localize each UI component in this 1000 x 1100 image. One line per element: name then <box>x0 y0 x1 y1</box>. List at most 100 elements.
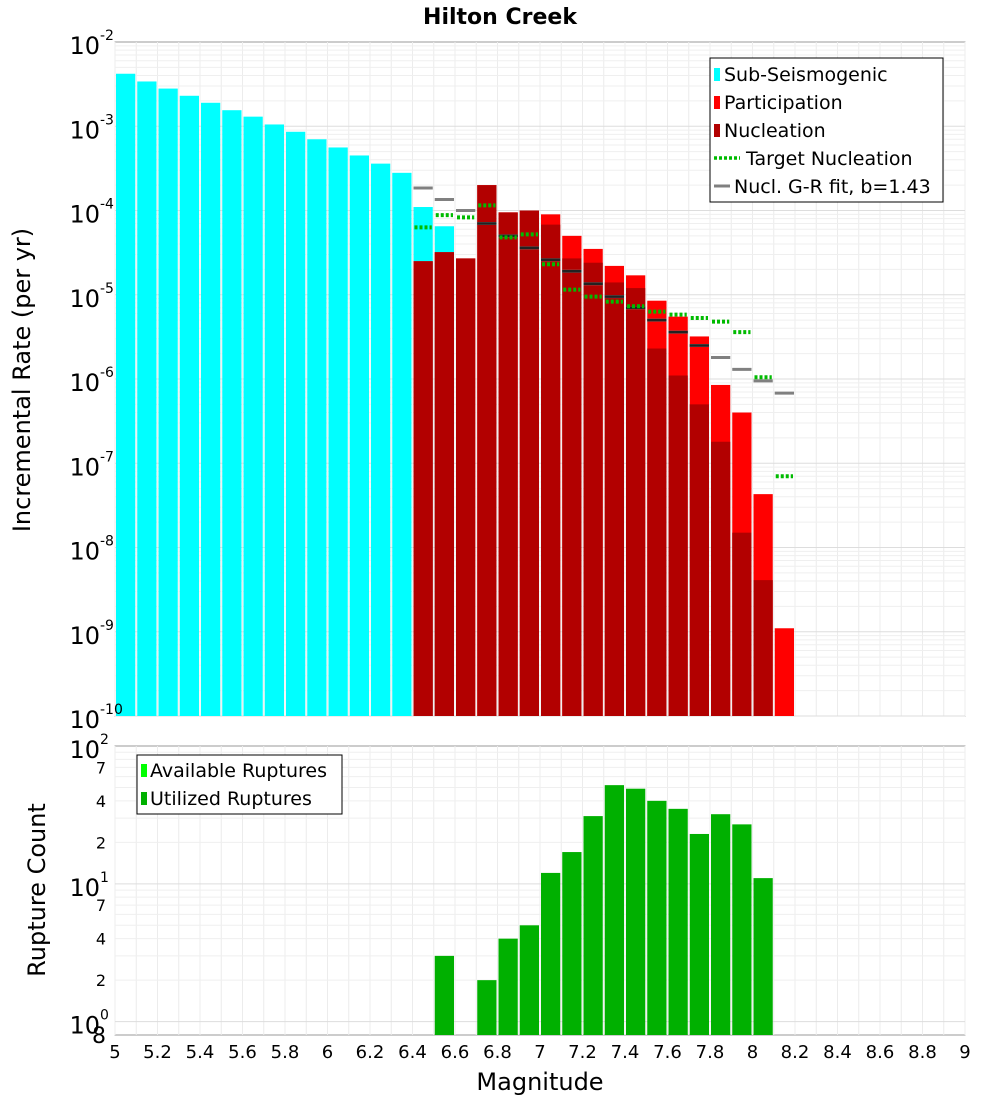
x-tick-label: 6.2 <box>356 1042 385 1063</box>
x-tick-label: 6.8 <box>483 1042 512 1063</box>
chart-title: Hilton Creek <box>423 5 578 30</box>
sub-seismogenic-bar <box>264 124 284 717</box>
legend-swatch <box>714 124 720 137</box>
y-tick-label: 10 <box>69 736 100 764</box>
y-tick-label: 8 <box>92 1024 106 1049</box>
y-tick-exponent: -4 <box>100 197 114 213</box>
x-tick-label: 8.2 <box>781 1042 810 1063</box>
y-tick-label: 10 <box>69 538 100 566</box>
top-bars <box>116 73 794 717</box>
utilized-ruptures-bar <box>434 955 454 1035</box>
y-tick-minor-label: 4 <box>96 930 106 949</box>
utilized-ruptures-bar <box>626 788 646 1035</box>
x-tick-label: 6.4 <box>398 1042 427 1063</box>
sub-seismogenic-bar <box>286 131 306 717</box>
y-tick-exponent: 1 <box>100 870 109 886</box>
x-tick-label: 5.8 <box>271 1042 300 1063</box>
y-tick-label: 10 <box>69 116 100 144</box>
legend-label: Participation <box>724 92 843 114</box>
x-tick-label: 8 <box>747 1042 758 1063</box>
nucleation-bar <box>541 224 561 716</box>
y-tick-label: 10 <box>69 622 100 650</box>
nucleation-bar <box>519 210 539 716</box>
legend-swatch <box>141 764 147 777</box>
x-tick-label: 5.2 <box>143 1042 172 1063</box>
bottom-legend: Available Ruptures Utilized Ruptures <box>136 754 343 815</box>
x-tick-label: 5.6 <box>228 1042 257 1063</box>
nucleation-bar <box>434 252 454 717</box>
x-tick-label: 8.6 <box>866 1042 895 1063</box>
utilized-ruptures-bar <box>562 852 582 1035</box>
nucleation-bar <box>562 258 582 716</box>
bottom-bars <box>434 785 773 1035</box>
x-tick-label: 5.4 <box>186 1042 215 1063</box>
sub-seismogenic-bar <box>392 172 412 717</box>
legend-label: Nucleation <box>724 120 826 142</box>
legend-label: Sub-Seismogenic <box>724 64 888 86</box>
utilized-ruptures-bar <box>753 878 773 1035</box>
utilized-ruptures-bar <box>604 785 624 1035</box>
y-tick-exponent: -3 <box>100 112 114 128</box>
sub-seismogenic-bar <box>243 116 263 717</box>
utilized-ruptures-bar <box>498 938 518 1035</box>
nucleation-bar <box>583 262 603 716</box>
utilized-ruptures-bar <box>477 980 497 1035</box>
x-tick-label: 8.8 <box>908 1042 937 1063</box>
y-tick-exponent: -2 <box>100 28 114 44</box>
y-tick-minor-label: 7 <box>96 758 106 777</box>
top-marks <box>413 186 794 479</box>
y-tick-exponent: 2 <box>100 732 109 748</box>
nucleation-bar <box>498 212 518 717</box>
utilized-ruptures-bar <box>647 800 667 1035</box>
x-axis-label: Magnitude <box>476 1068 603 1096</box>
y-tick-exponent: -7 <box>100 449 114 465</box>
legend-label: Nucl. G-R fit, b=1.43 <box>734 176 931 198</box>
legend-swatch <box>141 792 147 805</box>
utilized-ruptures-bar <box>583 816 603 1035</box>
nucleation-bar <box>711 441 731 716</box>
sub-seismogenic-bar <box>137 81 157 716</box>
sub-seismogenic-bar <box>349 155 369 716</box>
y-tick-exponent: -8 <box>100 534 114 550</box>
sub-seismogenic-bar <box>371 163 391 716</box>
nucleation-bar <box>413 261 433 716</box>
participation-bar <box>774 628 794 716</box>
utilized-ruptures-bar <box>668 808 688 1035</box>
bottom-y-axis-label: Rupture Count <box>23 803 51 977</box>
sub-seismogenic-bar <box>307 139 327 717</box>
legend-swatch <box>714 68 720 81</box>
legend-box <box>136 754 343 815</box>
x-tick-label: 7.8 <box>696 1042 725 1063</box>
y-tick-label: 10 <box>69 285 100 313</box>
sub-seismogenic-bar <box>158 88 178 717</box>
nucleation-bar <box>647 348 667 716</box>
y-tick-label: 10 <box>69 453 100 481</box>
legend-label: Utilized Ruptures <box>150 788 312 810</box>
y-tick-exponent: -5 <box>100 281 114 297</box>
top-y-axis-label: Incremental Rate (per yr) <box>8 228 36 532</box>
nucleation-bar <box>668 375 688 716</box>
x-tick-label: 5 <box>109 1042 120 1063</box>
nucleation-bar <box>626 288 646 716</box>
y-tick-minor-label: 2 <box>96 833 106 852</box>
nucleation-bar <box>732 532 752 716</box>
nucleation-bar <box>477 185 497 716</box>
utilized-ruptures-bar <box>519 925 539 1035</box>
y-tick-label: 10 <box>69 874 100 902</box>
legend-label: Target Nucleation <box>745 148 913 170</box>
y-tick-exponent: 0 <box>100 1008 109 1024</box>
y-tick-minor-label: 2 <box>96 971 106 990</box>
legend-box <box>709 57 944 203</box>
y-tick-exponent: -9 <box>100 618 114 634</box>
x-tick-label: 7.4 <box>611 1042 640 1063</box>
y-tick-label: 10 <box>69 706 100 734</box>
x-tick-label: 6 <box>322 1042 333 1063</box>
top-legend: Sub-Seismogenic Participation Nucleation Ta… <box>709 57 944 203</box>
x-tick-label: 7 <box>534 1042 545 1063</box>
y-tick-minor-label: 7 <box>96 896 106 915</box>
